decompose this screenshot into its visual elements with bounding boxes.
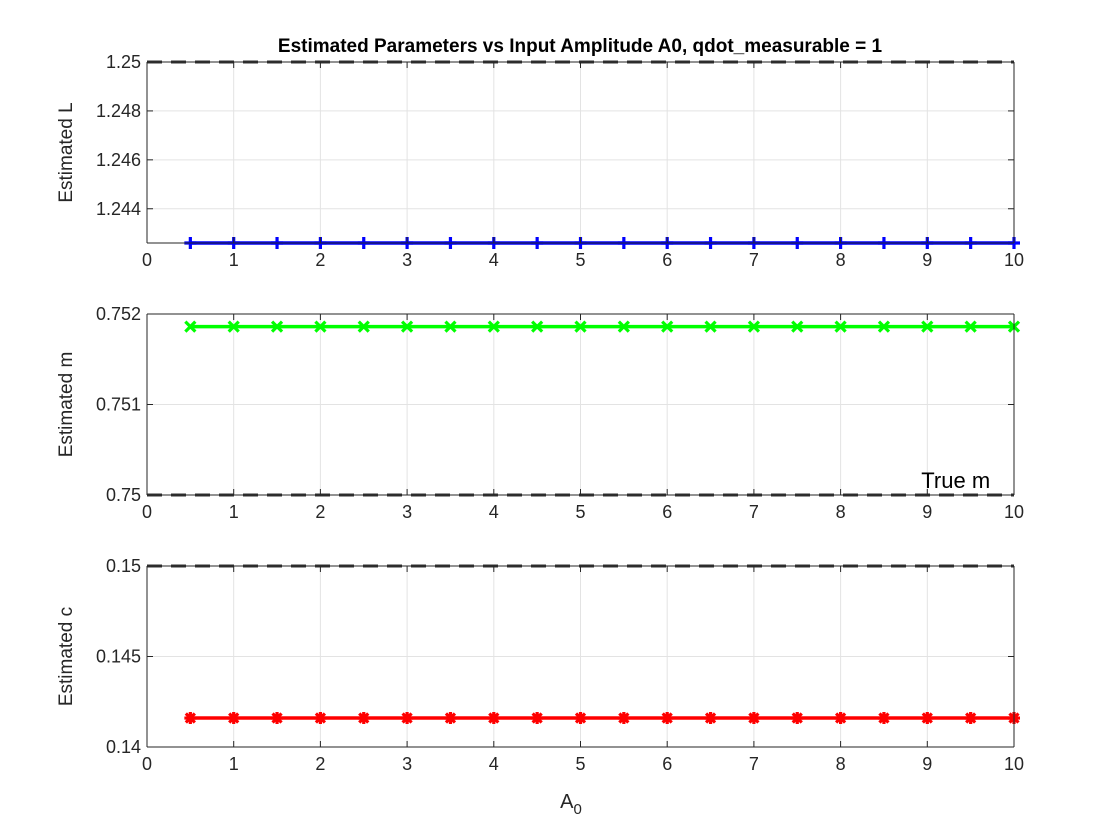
x-tick-label: 10 <box>1004 502 1024 522</box>
data-point-3 <box>314 712 327 725</box>
x-tick-label: 5 <box>575 502 585 522</box>
x-tick-label: 4 <box>489 250 499 270</box>
x-tick-label: 5 <box>575 754 585 774</box>
data-point-16 <box>877 320 891 333</box>
data-point-15 <box>834 712 847 725</box>
y-tick-label: 0.14 <box>106 737 141 757</box>
data-point-13 <box>747 320 761 333</box>
x-tick-label: 8 <box>836 502 846 522</box>
data-point-11 <box>661 712 674 725</box>
data-point-0 <box>184 712 197 725</box>
data-point-17 <box>921 712 934 725</box>
x-tick-label: 9 <box>922 502 932 522</box>
y-tick-label: 1.244 <box>96 199 141 219</box>
data-point-0 <box>184 320 197 333</box>
data-point-9 <box>574 320 587 333</box>
data-point-3 <box>314 320 327 333</box>
subplot-1: 0 1 2 3 4 5 6 7 8 9 10 1.244 1.246 1.248 1.25 Estimated… <box>56 52 1024 270</box>
y-tick-label: 0.751 <box>96 395 141 415</box>
x-tick-label: 7 <box>749 250 759 270</box>
x-tick-label: 10 <box>1004 754 1024 774</box>
subplot-2: 0 1 2 3 4 5 6 7 8 9 10 0.75 0.751 0.752 Estimated m Tru… <box>56 304 1024 522</box>
y-tick-label: 1.248 <box>96 101 141 121</box>
data-point-7 <box>487 320 500 333</box>
data-point-9 <box>574 712 587 725</box>
data-point-2 <box>271 712 284 725</box>
y-tick-label: 0.752 <box>96 304 141 324</box>
x-tick-label: 6 <box>662 502 672 522</box>
x-tick-label: 1 <box>229 502 239 522</box>
x-tick-label: 4 <box>489 754 499 774</box>
data-point-12 <box>704 320 717 333</box>
data-point-7 <box>487 712 500 725</box>
data-point-10 <box>617 320 630 333</box>
data-point-14 <box>791 320 804 333</box>
x-axis-label-subscript: 0 <box>574 801 582 818</box>
y-tick-label: 1.25 <box>106 52 141 72</box>
x-tick-label: 8 <box>836 754 846 774</box>
x-tick-label: 3 <box>402 754 412 774</box>
data-point-13 <box>747 712 760 725</box>
data-point-8 <box>531 712 544 725</box>
data-point-11 <box>661 320 674 333</box>
data-point-4 <box>357 320 370 333</box>
subplot-3: 0 1 2 3 4 5 6 7 8 9 10 0.14 0.145 0.15 Estimated c <box>56 556 1024 774</box>
data-point-1 <box>227 320 240 333</box>
x-tick-label: 4 <box>489 502 499 522</box>
data-point-12 <box>704 712 717 725</box>
series-1 <box>184 712 1020 725</box>
data-point-6 <box>444 712 457 725</box>
data-point-18 <box>964 320 977 333</box>
x-tick-label: 6 <box>662 754 672 774</box>
x-tick-label: 5 <box>575 250 585 270</box>
data-point-14 <box>791 712 804 725</box>
x-tick-label: 6 <box>662 250 672 270</box>
y-axis-label: Estimated c <box>56 607 77 706</box>
annotation-label: True m <box>921 468 990 493</box>
x-tick-label: 2 <box>315 754 325 774</box>
data-point-5 <box>401 712 414 725</box>
figure-title: Estimated Parameters vs Input Amplitude … <box>278 36 883 57</box>
x-tick-label: 7 <box>749 502 759 522</box>
y-axis-label: Estimated m <box>56 352 77 458</box>
x-axis-label: A0 <box>560 791 582 818</box>
data-point-2 <box>270 320 284 333</box>
x-tick-label: 3 <box>402 250 412 270</box>
data-point-8 <box>531 320 544 333</box>
y-tick-label: 0.15 <box>106 556 141 576</box>
x-tick-label: 0 <box>142 754 152 774</box>
y-tick-label: 1.246 <box>96 150 141 170</box>
x-tick-label: 8 <box>836 250 846 270</box>
x-tick-label: 1 <box>229 754 239 774</box>
data-point-4 <box>357 712 370 725</box>
x-tick-label: 2 <box>315 502 325 522</box>
data-point-6 <box>444 320 457 333</box>
x-tick-label: 7 <box>749 754 759 774</box>
data-point-10 <box>617 712 630 725</box>
data-point-1 <box>227 712 240 725</box>
x-tick-label: 1 <box>229 250 239 270</box>
data-point-18 <box>964 712 977 725</box>
y-axis-label: Estimated L <box>56 102 77 202</box>
subplots: 0 1 2 3 4 5 6 7 8 9 101.2441.2461.2481.25Estimated… <box>56 52 1024 774</box>
x-axis-label-base: A <box>560 791 574 813</box>
data-point-5 <box>400 320 414 333</box>
x-tick-label: 0 <box>142 250 152 270</box>
x-tick-label: 0 <box>142 502 152 522</box>
x-tick-label: 2 <box>315 250 325 270</box>
series-1 <box>184 320 1021 333</box>
data-point-16 <box>877 712 890 725</box>
x-tick-label: 9 <box>922 754 932 774</box>
y-tick-label: 0.75 <box>106 485 141 505</box>
x-tick-label: 9 <box>922 250 932 270</box>
x-tick-label: 10 <box>1004 250 1024 270</box>
data-point-15 <box>834 320 847 333</box>
y-tick-label: 0.145 <box>96 647 141 667</box>
x-tick-label: 3 <box>402 502 412 522</box>
data-point-17 <box>921 320 934 333</box>
